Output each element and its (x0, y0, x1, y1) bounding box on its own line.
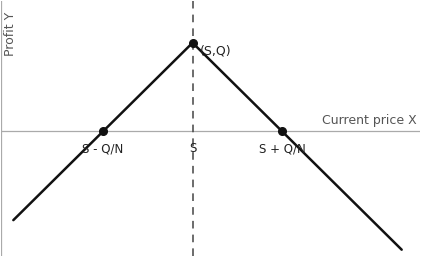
Text: Profit Y: Profit Y (4, 12, 17, 56)
Text: (S,Q): (S,Q) (200, 44, 232, 58)
Text: Current price X: Current price X (322, 114, 417, 127)
Text: S + Q/N: S + Q/N (259, 142, 306, 155)
Text: S - Q/N: S - Q/N (83, 142, 124, 155)
Text: S: S (189, 142, 196, 155)
